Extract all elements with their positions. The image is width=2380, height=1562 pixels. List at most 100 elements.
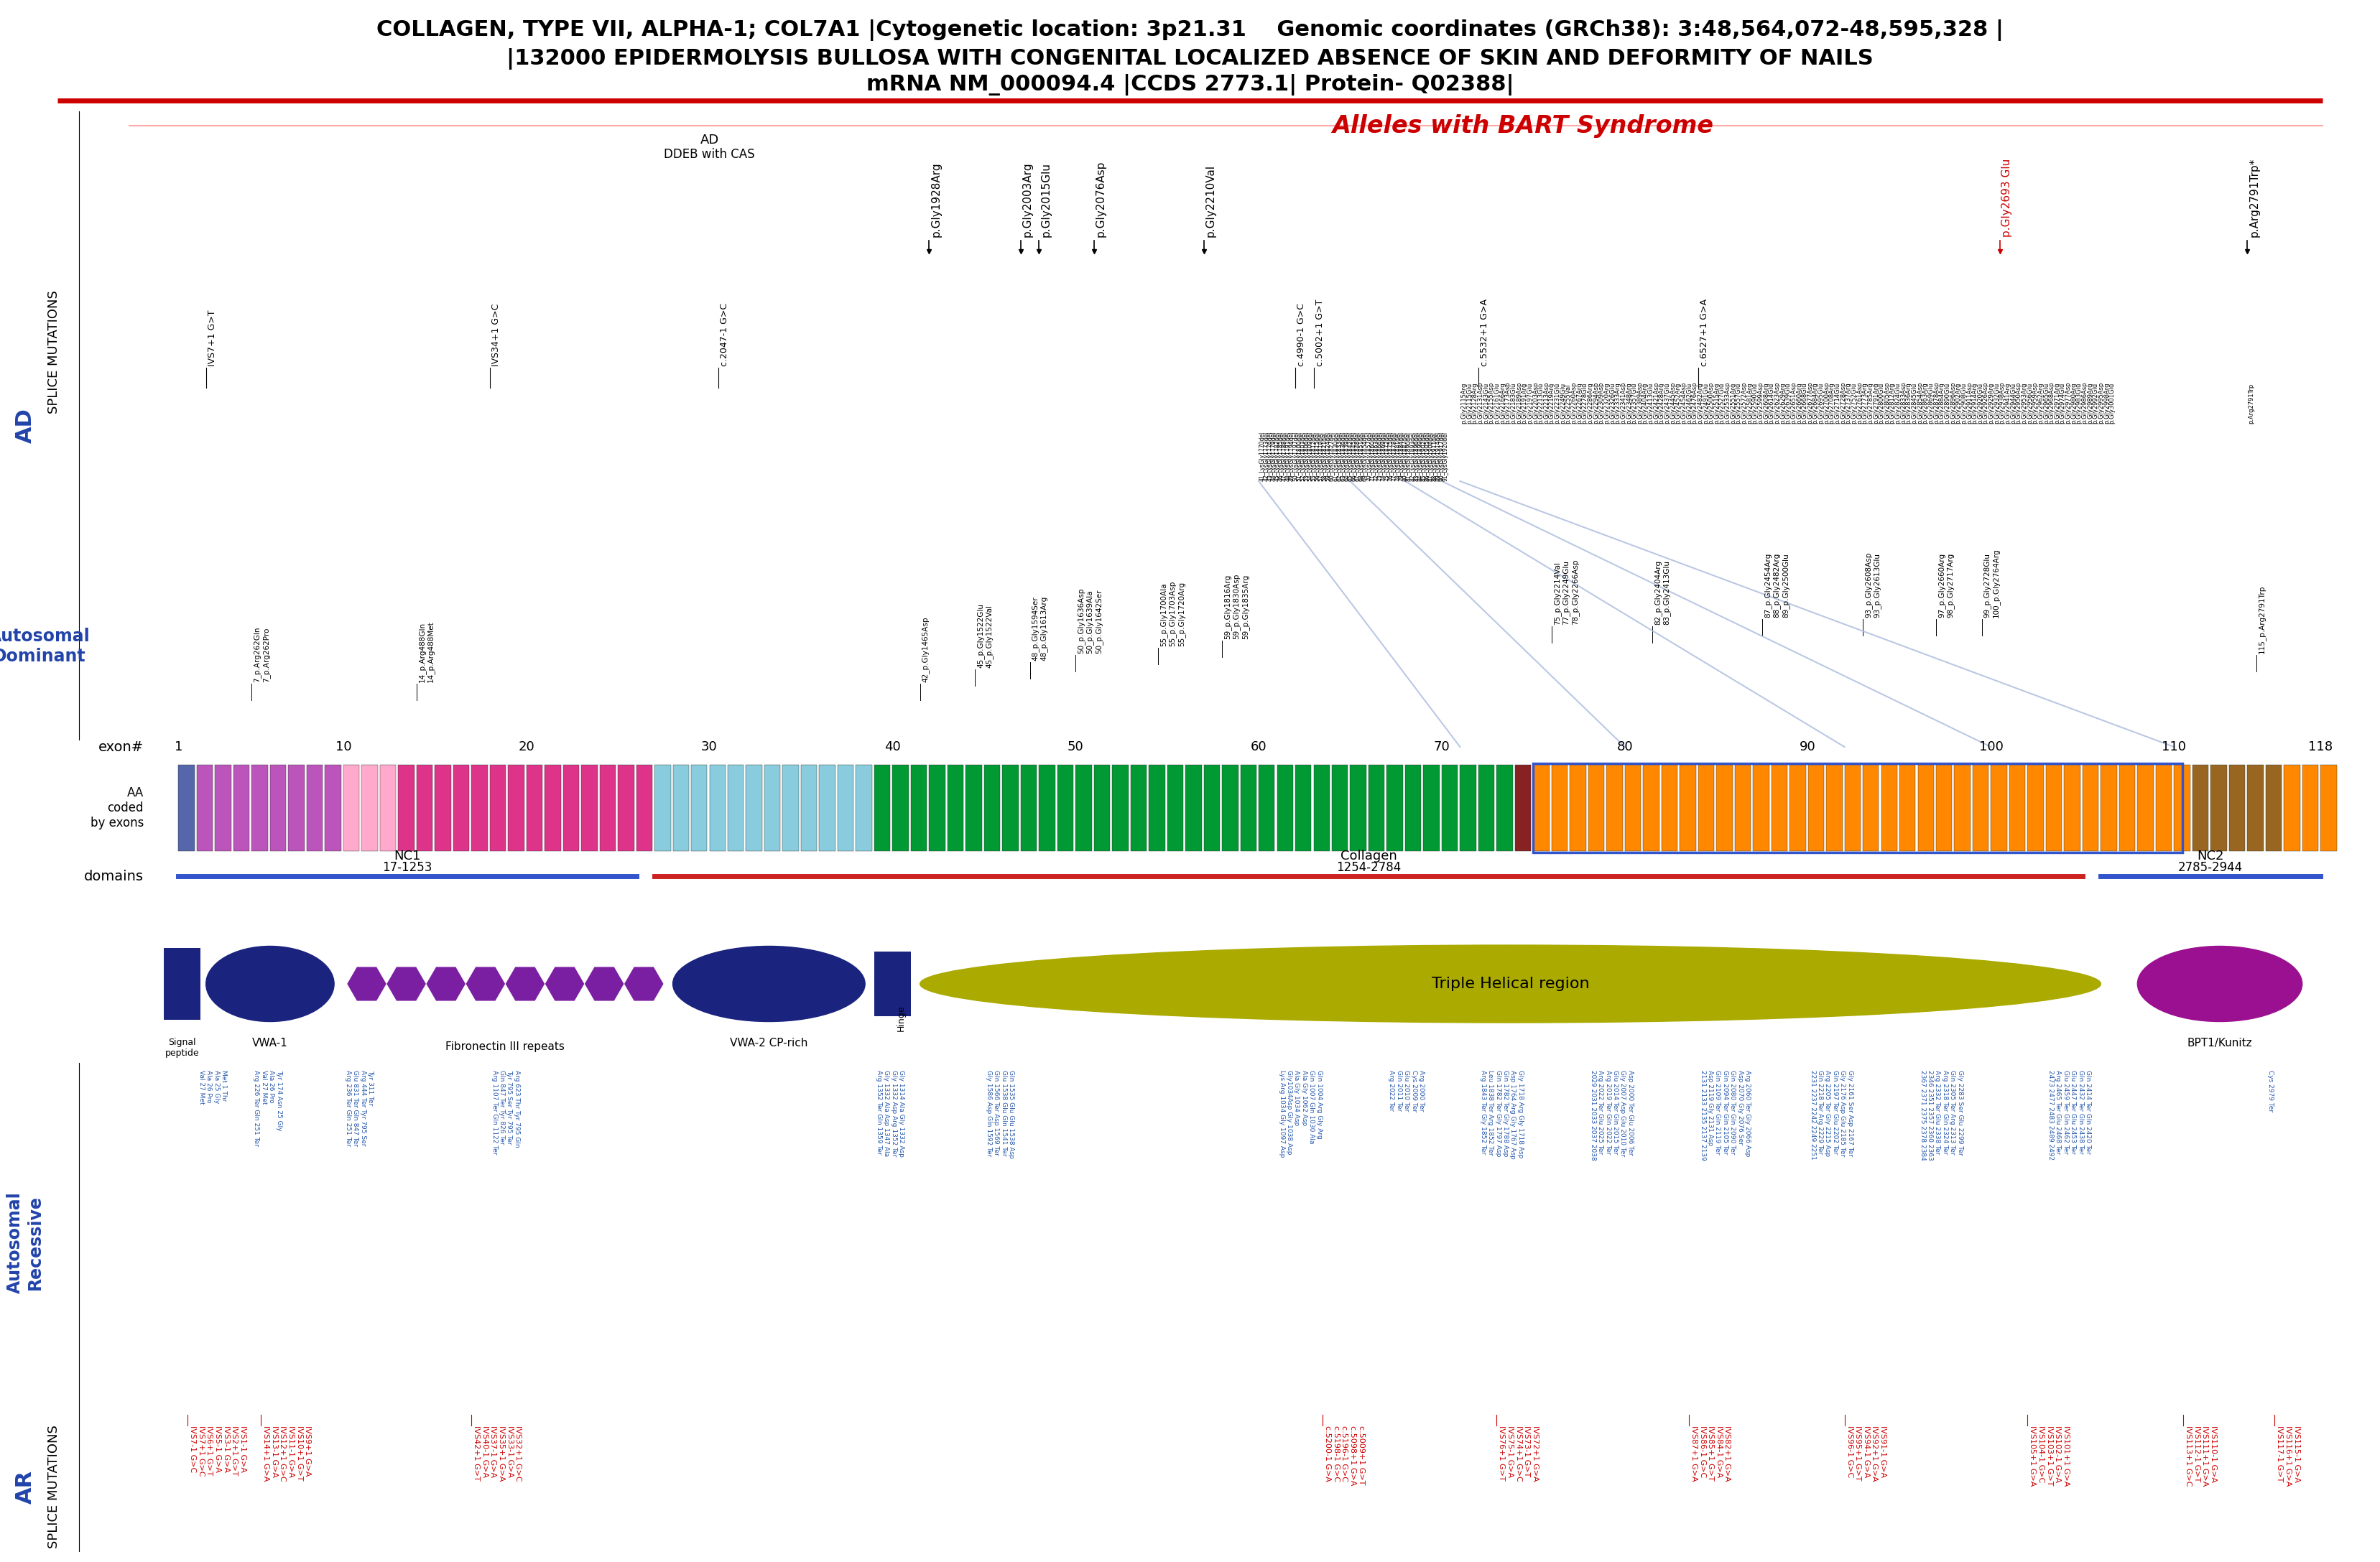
Text: 7_p.Arg262Gln
7_p.Arg262Pro: 7_p.Arg262Gln 7_p.Arg262Pro bbox=[252, 626, 269, 683]
Text: 67_LysGly1848del: 67_LysGly1848del bbox=[1354, 431, 1361, 481]
Bar bbox=[1661, 765, 1678, 851]
Text: 87_p.Gly2454Arg
88_p.Gly2482Arg
89_p.Gly2500Glu: 87_p.Gly2454Arg 88_p.Gly2482Arg 89_p.Gly… bbox=[1764, 553, 1790, 617]
Text: Gly 1718 Arg Gly 1718 Asp
Asp 1764 Arg Gly 1767 Asp
Gln 1782 Ter Gly 1788 Asp
Gl: Gly 1718 Arg Gly 1718 Asp Asp 1764 Arg G… bbox=[1480, 1070, 1523, 1159]
Bar bbox=[1899, 765, 1916, 851]
Text: 83_LysGly1896del: 83_LysGly1896del bbox=[1414, 431, 1418, 481]
Text: p.Gly2173Asp: p.Gly2173Asp bbox=[1504, 381, 1511, 423]
Bar bbox=[2173, 765, 2190, 851]
Text: p.Gly2551Arg: p.Gly2551Arg bbox=[1730, 383, 1737, 423]
Bar bbox=[164, 948, 200, 1020]
Text: Arg 2000 Ter
Cys 2009 Ter
Glu 2010 Ter
Gln 2011 Ter
Arg 2022 Ter: Arg 2000 Ter Cys 2009 Ter Glu 2010 Ter G… bbox=[1388, 1070, 1426, 1112]
Text: p.Gly2143Glu: p.Gly2143Glu bbox=[1483, 383, 1490, 423]
Text: 97_p.Gly2660Arg
98_p.Gly2717Arg: 97_p.Gly2660Arg 98_p.Gly2717Arg bbox=[1937, 553, 1954, 617]
Text: p.Gly2294Asp: p.Gly2294Asp bbox=[1592, 381, 1599, 423]
Text: p.Gly2884Arg: p.Gly2884Arg bbox=[1940, 383, 1944, 423]
Text: 52_LysGly1803del: 52_LysGly1803del bbox=[1299, 431, 1307, 481]
Text: 17-1253: 17-1253 bbox=[383, 861, 433, 875]
Bar bbox=[1973, 765, 1990, 851]
Bar bbox=[2028, 765, 2044, 851]
Bar bbox=[1349, 765, 1366, 851]
Text: p.Gly2155Asp: p.Gly2155Asp bbox=[1488, 381, 1495, 423]
Bar bbox=[838, 765, 854, 851]
Text: 82_LysGly1893del: 82_LysGly1893del bbox=[1409, 431, 1416, 481]
Text: Cys 2979 Ter: Cys 2979 Ter bbox=[2268, 1070, 2273, 1112]
Bar bbox=[1716, 765, 1733, 851]
Text: 75_LysGly1872del: 75_LysGly1872del bbox=[1383, 431, 1390, 481]
Bar bbox=[2047, 765, 2061, 851]
Text: p.Gly2677Asp: p.Gly2677Asp bbox=[1806, 381, 1814, 423]
Bar bbox=[471, 765, 488, 851]
Text: 99_p.Gly2728Glu
100_p.Gly2764Arg: 99_p.Gly2728Glu 100_p.Gly2764Arg bbox=[1983, 548, 1999, 617]
Text: p.Gly2249Glu: p.Gly2249Glu bbox=[1559, 383, 1566, 423]
Text: p.Gly2213Asp: p.Gly2213Asp bbox=[1542, 381, 1549, 423]
Text: p.Gly2309Asp: p.Gly2309Asp bbox=[1597, 381, 1604, 423]
Text: p.Gly2845Glu: p.Gly2845Glu bbox=[1911, 383, 1918, 423]
Bar bbox=[178, 765, 195, 851]
Text: p.Gly2608Arg: p.Gly2608Arg bbox=[1764, 383, 1768, 423]
Bar bbox=[764, 765, 781, 851]
Bar bbox=[1130, 765, 1147, 851]
Text: IVS82+1 G>A
IVS84-1 G>A
IVS85+1 G>T
IVS86-1 G>C
IVS87+1 G>A: IVS82+1 G>A IVS84-1 G>A IVS85+1 G>T IVS8… bbox=[1690, 1426, 1730, 1481]
Text: p.Gly2992Glu: p.Gly2992Glu bbox=[2092, 383, 2099, 423]
Text: 30: 30 bbox=[702, 740, 719, 753]
Text: p.Gly2183Glu: p.Gly2183Glu bbox=[1511, 383, 1516, 423]
Bar bbox=[1240, 765, 1257, 851]
Text: Autosomal
Recessive: Autosomal Recessive bbox=[7, 1192, 43, 1293]
Text: 64_LysGly1839del: 64_LysGly1839del bbox=[1345, 431, 1349, 481]
Text: 85_LysGly1902del: 85_LysGly1902del bbox=[1421, 431, 1428, 481]
Ellipse shape bbox=[207, 947, 333, 1022]
Text: Hinge: Hinge bbox=[897, 1006, 904, 1031]
Text: 65_LysGly1842del: 65_LysGly1842del bbox=[1347, 431, 1354, 481]
Bar bbox=[1150, 765, 1164, 851]
Text: 88_LysGly1911del: 88_LysGly1911del bbox=[1430, 431, 1438, 481]
Text: 115_p.Arg2791Trp: 115_p.Arg2791Trp bbox=[2259, 586, 2266, 653]
Text: p.Gly2581Arg: p.Gly2581Arg bbox=[1747, 383, 1752, 423]
Text: p.Gly2629Arg: p.Gly2629Arg bbox=[1780, 383, 1785, 423]
Text: p.Gly2413Glu: p.Gly2413Glu bbox=[1647, 383, 1654, 423]
Text: IVS72+1 G>A
IVS73-1 G>T
IVS74+1 G>C
IVS75-1 G>A
IVS76+1 G>T: IVS72+1 G>A IVS73-1 G>T IVS74+1 G>C IVS7… bbox=[1497, 1426, 1537, 1481]
Text: p.Gly2929Arg: p.Gly2929Arg bbox=[1987, 383, 1994, 423]
Bar bbox=[802, 765, 816, 851]
Bar bbox=[490, 765, 507, 851]
Bar bbox=[1771, 765, 1787, 851]
Text: IVS9+1 G>A
IVS10+1 G>T
IVS11-1 G>A
IVS12+1 G>C
IVS13-1 G>A
IVS14+1 G>A: IVS9+1 G>A IVS10+1 G>T IVS11-1 G>A IVS12… bbox=[262, 1426, 312, 1481]
Bar bbox=[2211, 765, 2228, 851]
Text: 90: 90 bbox=[1799, 740, 1816, 753]
Text: Gln 1004 Arg Gly Arg
Gln 1007 Gln 1030 Ala
Ala Gly 1062 Asp
Ala Gly 1034 Asp
Gly: Gln 1004 Arg Gly Arg Gln 1007 Gln 1030 A… bbox=[1278, 1070, 1323, 1157]
Bar bbox=[1992, 765, 2006, 851]
Text: BPT1/Kunitz: BPT1/Kunitz bbox=[2187, 1037, 2251, 1048]
Text: p.Gly2971Arg: p.Gly2971Arg bbox=[2054, 383, 2061, 423]
Text: p.Gly2908Glu: p.Gly2908Glu bbox=[1961, 383, 1966, 423]
Text: p.Gly2404Arg: p.Gly2404Arg bbox=[1642, 383, 1649, 423]
Text: p.Gly2341Asp: p.Gly2341Asp bbox=[1621, 381, 1626, 423]
Text: p.Gly2998Arg: p.Gly2998Arg bbox=[2104, 383, 2109, 423]
Text: IVS32+1 G>C
IVS33-1 G>A
IVS35+1 G>A
IVS37-1 G>A
IVS40-1 G>A
IVS42+1 G>T: IVS32+1 G>C IVS33-1 G>A IVS35+1 G>A IVS3… bbox=[474, 1426, 521, 1481]
Bar bbox=[928, 765, 945, 851]
Bar bbox=[983, 765, 1000, 851]
Text: 78_LysGly1881del: 78_LysGly1881del bbox=[1395, 431, 1402, 481]
Text: 50_p.Gly1636Asp
50_p.Gly1639Ala
50_p.Gly1642Ser: 50_p.Gly1636Asp 50_p.Gly1639Ala 50_p.Gly… bbox=[1078, 587, 1102, 653]
Text: p.Gly2533Asp: p.Gly2533Asp bbox=[1725, 381, 1730, 423]
Text: p.Gly2914Arg: p.Gly2914Arg bbox=[1971, 383, 1978, 423]
Bar bbox=[873, 765, 890, 851]
Text: Gln 1535 Glu Glu 1538 Asp
Glu 1538 Glu Gln 1541 Ter
Gln 1566 Ter Asp 1569 Ter
Gl: Gln 1535 Glu Glu 1538 Asp Glu 1538 Glu G… bbox=[985, 1070, 1014, 1159]
Text: p.Gly2115Arg: p.Gly2115Arg bbox=[1461, 383, 1466, 423]
Text: VWA-1: VWA-1 bbox=[252, 1037, 288, 1048]
Text: p.Gly2213Glu: p.Gly2213Glu bbox=[1537, 383, 1545, 423]
Bar bbox=[397, 765, 414, 851]
Text: 41_LysGly1770del: 41_LysGly1770del bbox=[1259, 431, 1266, 481]
Bar bbox=[2320, 765, 2337, 851]
Bar bbox=[1790, 765, 1806, 851]
Text: 90_LysGly1917del: 90_LysGly1917del bbox=[1440, 431, 1445, 481]
Text: 76_LysGly1875del: 76_LysGly1875del bbox=[1388, 431, 1395, 481]
Text: p.Gly2959Asp: p.Gly2959Asp bbox=[2033, 381, 2037, 423]
Text: 1254-2784: 1254-2784 bbox=[1335, 861, 1402, 875]
Text: AR: AR bbox=[14, 1470, 36, 1504]
Text: NC2: NC2 bbox=[2197, 850, 2225, 862]
Text: Fibronectin III repeats: Fibronectin III repeats bbox=[445, 1042, 564, 1053]
Text: 2785-2944: 2785-2944 bbox=[2178, 861, 2242, 875]
Text: p.Gly2482Arg: p.Gly2482Arg bbox=[1697, 383, 1704, 423]
Text: 61_LysGly1830del: 61_LysGly1830del bbox=[1333, 431, 1340, 481]
Bar bbox=[1844, 765, 1861, 851]
Text: p.Gly2445Asp: p.Gly2445Asp bbox=[1668, 381, 1676, 423]
